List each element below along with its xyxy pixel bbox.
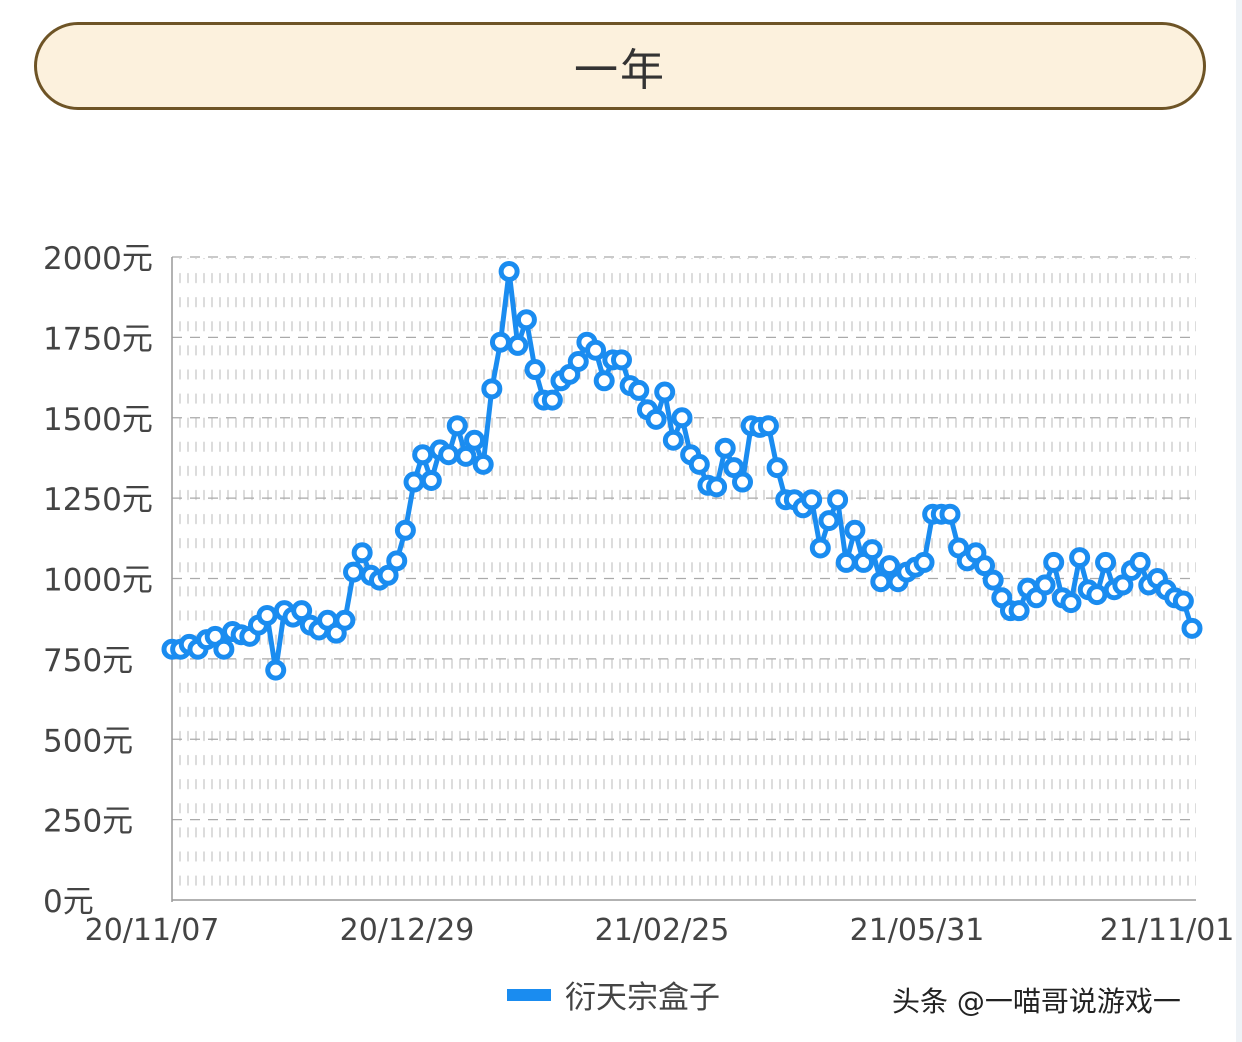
data-point[interactable]: [870, 571, 892, 593]
y-tick-label: 1750元: [43, 321, 153, 357]
data-point[interactable]: [671, 407, 693, 429]
data-point[interactable]: [1112, 574, 1134, 596]
data-point[interactable]: [878, 555, 900, 577]
data-point[interactable]: [585, 339, 607, 361]
data-point[interactable]: [394, 519, 416, 541]
data-point[interactable]: [809, 537, 831, 559]
page-edge: [1236, 0, 1242, 1042]
y-tick-label: 1250元: [43, 482, 153, 518]
data-point[interactable]: [766, 457, 788, 479]
data-point[interactable]: [1034, 574, 1056, 596]
data-point[interactable]: [593, 370, 615, 392]
data-point[interactable]: [844, 519, 866, 541]
data-point[interactable]: [801, 489, 823, 511]
data-point[interactable]: [1095, 551, 1117, 573]
data-point[interactable]: [291, 600, 313, 622]
data-point[interactable]: [818, 510, 840, 532]
data-point[interactable]: [628, 379, 650, 401]
data-point[interactable]: [835, 551, 857, 573]
data-point[interactable]: [610, 349, 632, 371]
data-point[interactable]: [507, 334, 529, 356]
data-point[interactable]: [732, 471, 754, 493]
y-tick-label: 0元: [43, 884, 94, 920]
data-point[interactable]: [256, 604, 278, 626]
data-point[interactable]: [343, 561, 365, 583]
data-point[interactable]: [412, 444, 434, 466]
data-point[interactable]: [377, 564, 399, 586]
period-title: 一年: [574, 45, 666, 96]
data-point[interactable]: [1086, 584, 1108, 606]
data-point[interactable]: [524, 359, 546, 381]
data-point[interactable]: [1181, 617, 1203, 639]
data-point[interactable]: [645, 408, 667, 430]
data-point[interactable]: [455, 445, 477, 467]
data-point[interactable]: [265, 659, 287, 681]
y-tick-label: 2000元: [43, 241, 153, 277]
y-tick-label: 1500元: [43, 402, 153, 438]
data-point[interactable]: [472, 453, 494, 475]
data-point[interactable]: [1129, 551, 1151, 573]
data-point[interactable]: [464, 429, 486, 451]
data-point[interactable]: [1172, 590, 1194, 612]
legend-label: 衍天宗盒子: [565, 980, 720, 1016]
data-point[interactable]: [827, 489, 849, 511]
x-tick-label: 20/11/07: [85, 913, 220, 948]
data-point[interactable]: [438, 444, 460, 466]
data-point[interactable]: [757, 415, 779, 437]
data-point[interactable]: [351, 542, 373, 564]
data-point[interactable]: [654, 381, 676, 403]
data-point[interactable]: [861, 539, 883, 561]
data-point[interactable]: [714, 437, 736, 459]
data-point[interactable]: [974, 555, 996, 577]
legend[interactable]: 衍天宗盒子: [507, 972, 720, 1017]
data-point[interactable]: [1043, 551, 1065, 573]
data-point[interactable]: [403, 471, 425, 493]
data-point[interactable]: [541, 389, 563, 411]
watermark: 头条 @一喵哥说游戏一: [892, 985, 1181, 1018]
y-tick-label: 750元: [43, 643, 133, 679]
y-tick-label: 1000元: [43, 563, 153, 599]
x-tick-label: 20/12/29: [340, 913, 475, 948]
data-point[interactable]: [982, 569, 1004, 591]
x-tick-label: 21/11/01: [1100, 913, 1235, 948]
data-point[interactable]: [498, 260, 520, 282]
data-point[interactable]: [913, 551, 935, 573]
data-point[interactable]: [1008, 600, 1030, 622]
data-point[interactable]: [489, 331, 511, 353]
data-point[interactable]: [420, 469, 442, 491]
data-point[interactable]: [723, 457, 745, 479]
data-point[interactable]: [1069, 547, 1091, 569]
data-point[interactable]: [1060, 592, 1082, 614]
data-point[interactable]: [688, 453, 710, 475]
period-header[interactable]: 一年: [34, 22, 1206, 110]
y-tick-label: 500元: [43, 723, 133, 759]
data-point[interactable]: [481, 378, 503, 400]
data-point[interactable]: [662, 429, 684, 451]
data-point[interactable]: [706, 476, 728, 498]
legend-swatch: [507, 988, 551, 1001]
data-point[interactable]: [515, 309, 537, 331]
data-point[interactable]: [939, 503, 961, 525]
data-point[interactable]: [334, 609, 356, 631]
data-point[interactable]: [446, 415, 468, 437]
data-point[interactable]: [386, 550, 408, 572]
y-tick-label: 250元: [43, 804, 133, 840]
x-tick-label: 21/02/25: [595, 913, 730, 948]
data-point[interactable]: [213, 638, 235, 660]
data-point[interactable]: [567, 350, 589, 372]
x-tick-label: 21/05/31: [850, 913, 985, 948]
